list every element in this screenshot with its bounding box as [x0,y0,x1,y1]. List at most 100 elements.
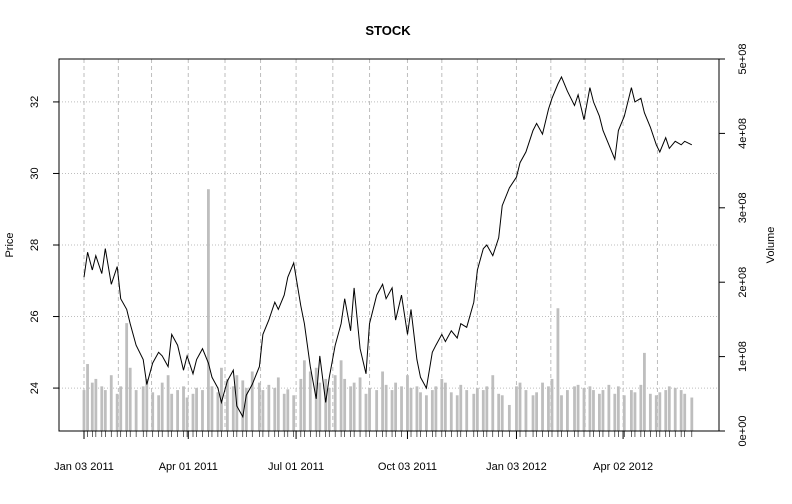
volume-bar [497,393,501,431]
date-tick-label: Jan 03 2011 [54,461,114,473]
volume-bar [216,392,220,431]
volume-bar [633,392,637,431]
volume-bar [368,387,371,431]
volume-bar [381,371,384,431]
volume-bar [308,371,312,431]
volume-bar [459,384,463,431]
volume-bar [607,384,611,431]
volume-bar [515,386,518,431]
volume-bar [658,392,662,431]
date-axis: Jan 03 2011 Apr 01 2011 Jul 01 2011 Oct 03 … [54,431,693,473]
volume-bar [343,378,347,431]
price-line [83,75,693,419]
grid [59,59,719,431]
volume-bar [573,386,576,431]
volume-bar [339,360,343,431]
volume-tick-label: 2e+08 [737,267,749,298]
volume-bar [82,390,86,431]
volume-bar [103,390,107,431]
volume-bar [384,384,388,431]
volume-bar [419,392,422,431]
volume-bar [507,404,511,431]
volume-bar [415,386,419,431]
volume-bar [157,395,161,431]
volume-bar [475,387,479,431]
volume-tick-label: 0e+00 [737,416,749,447]
volume-bar [472,393,476,431]
price-tick-label: 28 [29,239,41,251]
volume-bar [622,395,626,431]
volume-bar [225,378,229,431]
volume-bar [434,386,438,431]
volume-bar [400,386,403,431]
volume-bar [292,395,296,431]
date-tick-label: Jan 03 2012 [486,461,547,473]
volume-bar [390,390,394,431]
volume-bar [244,387,248,431]
volume-bar [648,393,652,431]
price-tick-label: 32 [29,96,41,108]
volume-bar [440,378,444,431]
volume-bar [182,386,185,431]
volume-bar [185,397,189,431]
volume-bar [241,380,245,431]
date-tick-label: Oct 03 2011 [378,461,437,473]
volume-bar [100,386,104,431]
price-tick-label: 30 [29,167,41,179]
volume-bar [673,387,677,431]
volume-bar [324,378,328,431]
volume-bar [375,390,379,431]
price-axis-title: Price [4,232,16,257]
volume-bar [394,382,398,431]
volume-bar [125,323,129,431]
volume-bar [86,364,89,431]
volume-axis-title: Volume [765,227,777,264]
volume-bar [560,395,563,431]
volume-bar [141,386,145,431]
volume-bars [82,189,694,431]
volume-bar [443,382,447,431]
volume-bar [358,377,362,431]
volume-bar [176,390,180,431]
volume-bar [535,392,539,431]
volume-bar [690,397,694,431]
volume-bar [582,387,586,431]
date-tick-label: Apr 01 2011 [159,461,218,473]
volume-bar [318,382,322,431]
volume-tick-label: 3e+08 [737,192,749,223]
volume-bar [643,352,646,431]
volume-bar [518,382,522,431]
volume-bar [145,378,149,431]
volume-bar [282,393,286,431]
volume-bar [119,386,123,431]
volume-bar [613,393,617,431]
volume-bar [491,375,495,431]
chart-title: STOCK [365,23,411,38]
volume-tick-label: 5e+08 [737,44,749,75]
volume-bar [524,390,528,431]
volume-bar [302,360,306,431]
volume-bar [576,384,580,431]
volume-bar [556,308,560,431]
volume-bar [679,390,683,431]
volume-bar [286,389,290,431]
volume-axis: 0e+00 1e+08 2e+08 3e+08 4e+08 5e+08 [719,44,749,447]
volume-bar [333,375,337,431]
volume-bar [601,390,605,431]
volume-bar [592,390,595,431]
volume-bar [257,382,261,431]
volume-bar [349,386,352,431]
volume-bar [654,395,658,431]
volume-bar [267,384,271,431]
volume-bar [94,378,98,431]
date-tick-label: Jul 01 2011 [268,461,324,473]
date-tick-label: Apr 02 2012 [593,461,653,473]
volume-bar [207,189,210,431]
price-tick-label: 26 [29,310,41,322]
volume-bar [541,382,544,431]
volume-bar [616,386,620,431]
volume-bar [566,390,569,431]
price-axis: 24 26 28 30 32 [29,96,59,394]
volume-bar [667,386,671,431]
